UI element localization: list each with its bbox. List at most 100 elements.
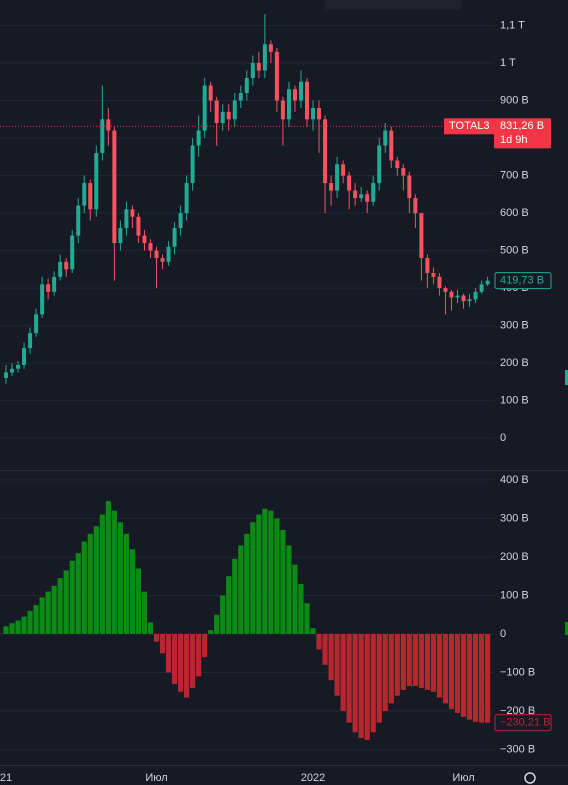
histogram-bar <box>111 510 117 634</box>
histogram-bar <box>153 633 160 642</box>
candle-body <box>214 100 219 124</box>
candle-body <box>256 63 261 71</box>
candle-body <box>437 276 442 289</box>
histogram-bar <box>147 622 154 634</box>
candle-body <box>329 183 334 191</box>
price-label: 831,26 B <box>500 120 544 132</box>
histogram-bar <box>93 526 99 634</box>
y-tick-label: 500 B <box>500 244 529 256</box>
y-tick-label: 200 B <box>500 551 529 563</box>
candle-body <box>160 258 165 262</box>
candle-body <box>88 183 93 210</box>
histogram-bar <box>310 628 316 634</box>
candle-body <box>190 145 195 184</box>
y-tick-label: 0 <box>500 628 506 640</box>
y-tick-label: 100 B <box>500 395 529 407</box>
histogram-bar <box>39 597 45 634</box>
histogram-bar <box>123 533 129 634</box>
candle-body <box>467 299 472 302</box>
histogram-bar <box>316 633 322 650</box>
candle-body <box>413 198 418 214</box>
candle-body <box>136 216 141 236</box>
y-tick-label: 900 B <box>500 94 529 106</box>
histogram-bar <box>485 633 491 723</box>
countdown-label: 1d 9h <box>500 134 528 146</box>
candle-body <box>286 89 291 120</box>
y-tick-label: −100 B <box>500 666 535 678</box>
candle-body <box>34 314 39 334</box>
candle-body <box>371 183 376 202</box>
price-box <box>494 118 551 149</box>
candle-body <box>46 284 51 292</box>
histogram-bar <box>268 510 274 634</box>
histogram-bar <box>232 558 238 634</box>
histogram-bar <box>244 533 250 634</box>
x-tick-label: Июл <box>452 772 474 784</box>
histogram-bar <box>400 633 406 690</box>
candle-body <box>347 175 352 191</box>
edge-mark <box>565 622 568 635</box>
histogram-bar <box>328 633 334 681</box>
last-value-box <box>494 714 552 732</box>
histogram-bar <box>220 595 226 634</box>
histogram-bar <box>424 633 430 690</box>
histogram-bar <box>358 633 364 739</box>
y-tick-label: 400 B <box>500 474 529 486</box>
candle-body <box>82 183 87 206</box>
symbol-box <box>444 118 494 135</box>
histogram-bar <box>238 545 244 634</box>
histogram-bar <box>63 570 69 634</box>
candle-body <box>100 119 105 154</box>
candle-body <box>124 209 129 229</box>
candle-body <box>10 368 15 373</box>
candle-body <box>238 93 243 101</box>
candle-body <box>353 190 358 199</box>
y-tick-label: 1 T <box>500 57 516 69</box>
candle-body <box>64 261 69 270</box>
histogram-bar <box>430 633 437 692</box>
candle-body <box>389 130 394 161</box>
histogram-bar <box>9 623 15 634</box>
settings-icon[interactable] <box>524 772 536 784</box>
candle-body <box>130 209 135 217</box>
candle-body <box>485 280 490 285</box>
histogram-bar <box>442 633 449 704</box>
histogram-bar <box>69 560 75 634</box>
toolbar[interactable] <box>325 0 462 10</box>
candle-body <box>196 130 201 146</box>
candle-body <box>317 108 322 120</box>
candle-body <box>166 246 171 262</box>
candle-body <box>377 145 382 184</box>
candle-body <box>4 372 8 379</box>
candle-body <box>419 213 424 259</box>
histogram-bar <box>177 633 184 692</box>
histogram-bar <box>15 620 21 634</box>
candle-body <box>40 284 45 315</box>
candle-body <box>383 130 388 146</box>
candle-body <box>401 168 406 176</box>
candle-body <box>148 243 153 251</box>
x-tick-label: Июл <box>145 772 167 784</box>
histogram-bar <box>171 633 178 685</box>
last-value-box <box>494 272 552 290</box>
histogram-bar <box>57 578 63 634</box>
candle-body <box>262 44 267 71</box>
candle-body <box>202 85 207 131</box>
candle-body <box>226 111 231 120</box>
histogram-bar <box>370 633 376 733</box>
last-value-label: −230,21 B <box>500 717 550 729</box>
histogram-bar <box>406 633 412 687</box>
histogram-bar <box>448 633 455 710</box>
histogram-bar <box>418 633 424 688</box>
candle-body <box>154 250 159 259</box>
candle-body <box>292 89 297 101</box>
histogram-bar <box>208 630 214 634</box>
histogram-bar <box>334 633 340 696</box>
candle-body <box>142 235 147 244</box>
y-tick-label: 600 B <box>500 207 529 219</box>
histogram-bar <box>304 603 310 634</box>
candle-body <box>220 111 225 124</box>
histogram-bar <box>87 533 93 634</box>
